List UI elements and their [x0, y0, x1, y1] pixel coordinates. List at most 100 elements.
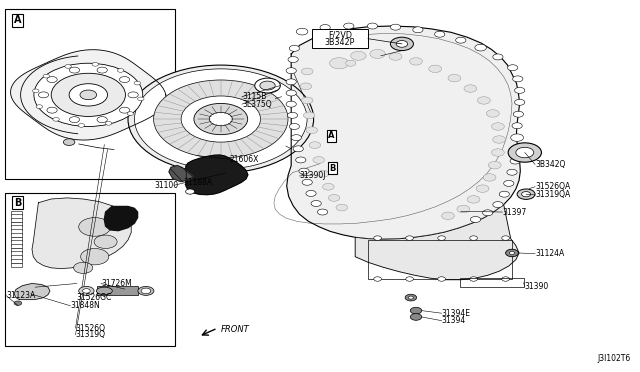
Circle shape	[429, 65, 442, 73]
Text: B: B	[330, 164, 336, 173]
Circle shape	[406, 277, 413, 281]
Text: F/2VD: F/2VD	[328, 31, 352, 40]
Ellipse shape	[141, 288, 151, 294]
Circle shape	[69, 67, 79, 73]
Circle shape	[209, 112, 232, 126]
Text: 31526QA: 31526QA	[535, 182, 570, 191]
Circle shape	[516, 147, 534, 158]
Circle shape	[512, 123, 522, 129]
Circle shape	[313, 157, 324, 163]
Circle shape	[291, 135, 301, 141]
Circle shape	[134, 69, 307, 169]
Circle shape	[14, 301, 22, 305]
Circle shape	[374, 277, 381, 281]
Circle shape	[438, 236, 445, 240]
Circle shape	[438, 277, 445, 281]
Text: 3L375Q: 3L375Q	[242, 100, 271, 109]
Text: 31726M: 31726M	[101, 279, 132, 288]
Circle shape	[513, 76, 523, 82]
Circle shape	[78, 124, 84, 127]
Text: 31123A: 31123A	[6, 291, 36, 300]
Circle shape	[117, 68, 124, 72]
Circle shape	[370, 49, 385, 58]
Text: 31526Q: 31526Q	[76, 324, 106, 333]
Circle shape	[499, 191, 509, 197]
Circle shape	[301, 97, 313, 104]
Circle shape	[186, 189, 195, 194]
Bar	[11, 211, 22, 215]
Circle shape	[293, 146, 303, 152]
Circle shape	[299, 168, 309, 174]
Polygon shape	[355, 205, 519, 280]
Circle shape	[79, 286, 94, 295]
Circle shape	[506, 249, 518, 257]
Text: B: B	[14, 198, 22, 208]
Circle shape	[476, 185, 489, 192]
Text: A: A	[14, 16, 22, 25]
Bar	[11, 244, 22, 248]
Circle shape	[367, 23, 378, 29]
Bar	[368, 240, 512, 279]
Bar	[11, 240, 22, 245]
Circle shape	[510, 158, 520, 164]
Text: 3B342Q: 3B342Q	[535, 160, 565, 169]
Circle shape	[301, 68, 313, 75]
Circle shape	[92, 62, 99, 66]
Polygon shape	[169, 166, 193, 182]
Text: 3B342P: 3B342P	[324, 38, 355, 47]
Bar	[11, 251, 22, 256]
Circle shape	[286, 79, 296, 85]
Circle shape	[128, 65, 314, 173]
Circle shape	[513, 111, 524, 117]
Circle shape	[477, 97, 490, 104]
Text: 31319Q: 31319Q	[76, 330, 106, 339]
Circle shape	[36, 105, 43, 109]
Text: 31100: 31100	[155, 181, 179, 190]
Text: 31394: 31394	[442, 316, 466, 325]
Circle shape	[94, 235, 117, 248]
Circle shape	[467, 196, 480, 203]
Text: 21606X: 21606X	[229, 155, 259, 164]
Circle shape	[511, 134, 524, 141]
Circle shape	[456, 37, 466, 43]
Bar	[11, 218, 22, 222]
Circle shape	[517, 189, 535, 199]
Circle shape	[286, 90, 296, 96]
Circle shape	[63, 139, 75, 145]
Circle shape	[413, 27, 423, 33]
Bar	[5, 193, 175, 346]
Bar	[11, 237, 22, 241]
Text: 31390J: 31390J	[300, 171, 326, 180]
Circle shape	[483, 210, 493, 216]
Circle shape	[81, 248, 109, 265]
Circle shape	[323, 183, 334, 190]
Polygon shape	[186, 155, 248, 195]
Circle shape	[33, 89, 39, 93]
Circle shape	[296, 28, 308, 35]
Circle shape	[522, 192, 531, 197]
Circle shape	[154, 80, 288, 158]
Circle shape	[502, 277, 509, 281]
Text: 31526GC: 31526GC	[77, 293, 112, 302]
Text: 31397: 31397	[502, 208, 527, 217]
Bar	[11, 233, 22, 237]
Text: FRONT: FRONT	[221, 325, 250, 334]
Circle shape	[470, 217, 481, 222]
Circle shape	[83, 289, 90, 293]
Circle shape	[255, 78, 280, 93]
Bar	[11, 222, 22, 226]
Circle shape	[442, 212, 454, 219]
Circle shape	[74, 262, 93, 273]
Circle shape	[390, 24, 401, 30]
Circle shape	[515, 99, 525, 105]
Ellipse shape	[138, 286, 154, 295]
Circle shape	[320, 25, 330, 31]
Text: 31848N: 31848N	[70, 301, 100, 310]
Bar	[11, 248, 22, 252]
Circle shape	[493, 202, 503, 208]
Bar	[5, 9, 175, 179]
Circle shape	[515, 87, 525, 93]
Polygon shape	[287, 26, 520, 239]
Circle shape	[302, 179, 312, 185]
Circle shape	[53, 118, 60, 121]
